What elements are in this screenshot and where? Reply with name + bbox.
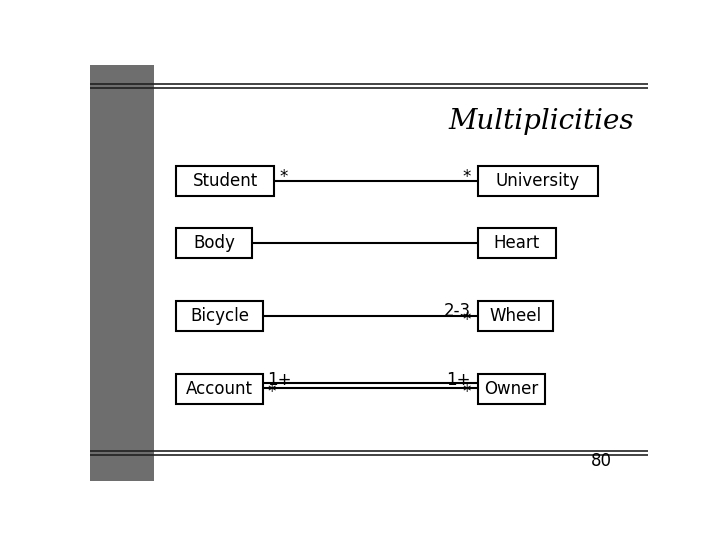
Text: University: University [496, 172, 580, 190]
FancyBboxPatch shape [176, 228, 252, 258]
FancyBboxPatch shape [478, 228, 556, 258]
FancyBboxPatch shape [478, 301, 553, 331]
Text: *: * [280, 168, 288, 186]
FancyBboxPatch shape [176, 301, 263, 331]
Text: Owner: Owner [484, 380, 539, 397]
Text: Account: Account [186, 380, 253, 397]
FancyBboxPatch shape [176, 166, 274, 196]
Text: Student: Student [193, 172, 258, 190]
FancyBboxPatch shape [478, 374, 545, 404]
Text: 80: 80 [590, 452, 612, 470]
Text: Wheel: Wheel [490, 307, 541, 325]
Text: 1+: 1+ [446, 371, 471, 389]
Bar [90, 65, 154, 481]
Text: 2-3: 2-3 [444, 302, 471, 320]
Text: Bicycle: Bicycle [190, 307, 249, 325]
FancyBboxPatch shape [478, 166, 598, 196]
Text: Body: Body [193, 234, 235, 252]
Text: *: * [267, 383, 276, 401]
Text: Multiplicities: Multiplicities [449, 109, 634, 136]
Text: *: * [463, 311, 471, 329]
Text: *: * [463, 383, 471, 401]
Text: 1+: 1+ [267, 371, 292, 389]
FancyBboxPatch shape [176, 374, 263, 404]
Text: Heart: Heart [494, 234, 540, 252]
Text: *: * [463, 168, 471, 186]
